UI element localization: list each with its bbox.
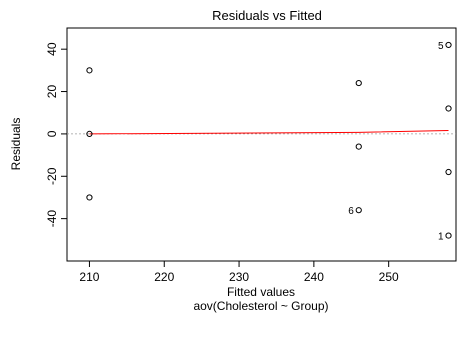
residual-point — [445, 232, 452, 239]
y-tick-label: -20 — [45, 167, 59, 185]
plot-frame — [66, 27, 457, 262]
point-label: 1 — [438, 232, 444, 243]
smoother-line — [89, 130, 449, 135]
data-points: 6 5 1 — [86, 41, 452, 243]
y-tick-label: -40 — [45, 210, 59, 228]
x-axis: 210 220 230 240 250 — [79, 260, 399, 284]
y-tick-label: 40 — [45, 42, 59, 56]
y-axis: -40 -20 0 20 40 — [45, 42, 68, 228]
x-tick-label: 210 — [79, 270, 99, 284]
residual-point — [355, 79, 362, 87]
y-tick-label: 0 — [45, 130, 59, 137]
x-axis-subtitle: aov(Cholesterol ~ Group) — [193, 299, 328, 313]
residual-point — [445, 168, 452, 176]
y-tick-label: 20 — [45, 85, 59, 99]
fit-lines — [67, 130, 456, 135]
residual-point — [355, 207, 362, 214]
residual-point — [445, 41, 452, 49]
chart-title: Residuals vs Fitted — [212, 8, 322, 23]
point-label: 5 — [438, 41, 444, 52]
x-tick-label: 220 — [154, 270, 174, 284]
y-axis-label: Residuals — [9, 118, 23, 171]
x-tick-label: 230 — [229, 270, 249, 284]
residual-point — [445, 105, 452, 112]
x-axis-label: Fitted values — [227, 285, 295, 299]
residual-point — [355, 143, 362, 150]
point-label: 6 — [348, 206, 354, 217]
x-tick-label: 250 — [379, 270, 399, 284]
residual-point — [86, 67, 93, 74]
residual-point — [86, 130, 93, 138]
x-tick-label: 240 — [304, 270, 324, 284]
residual-point — [86, 194, 93, 201]
